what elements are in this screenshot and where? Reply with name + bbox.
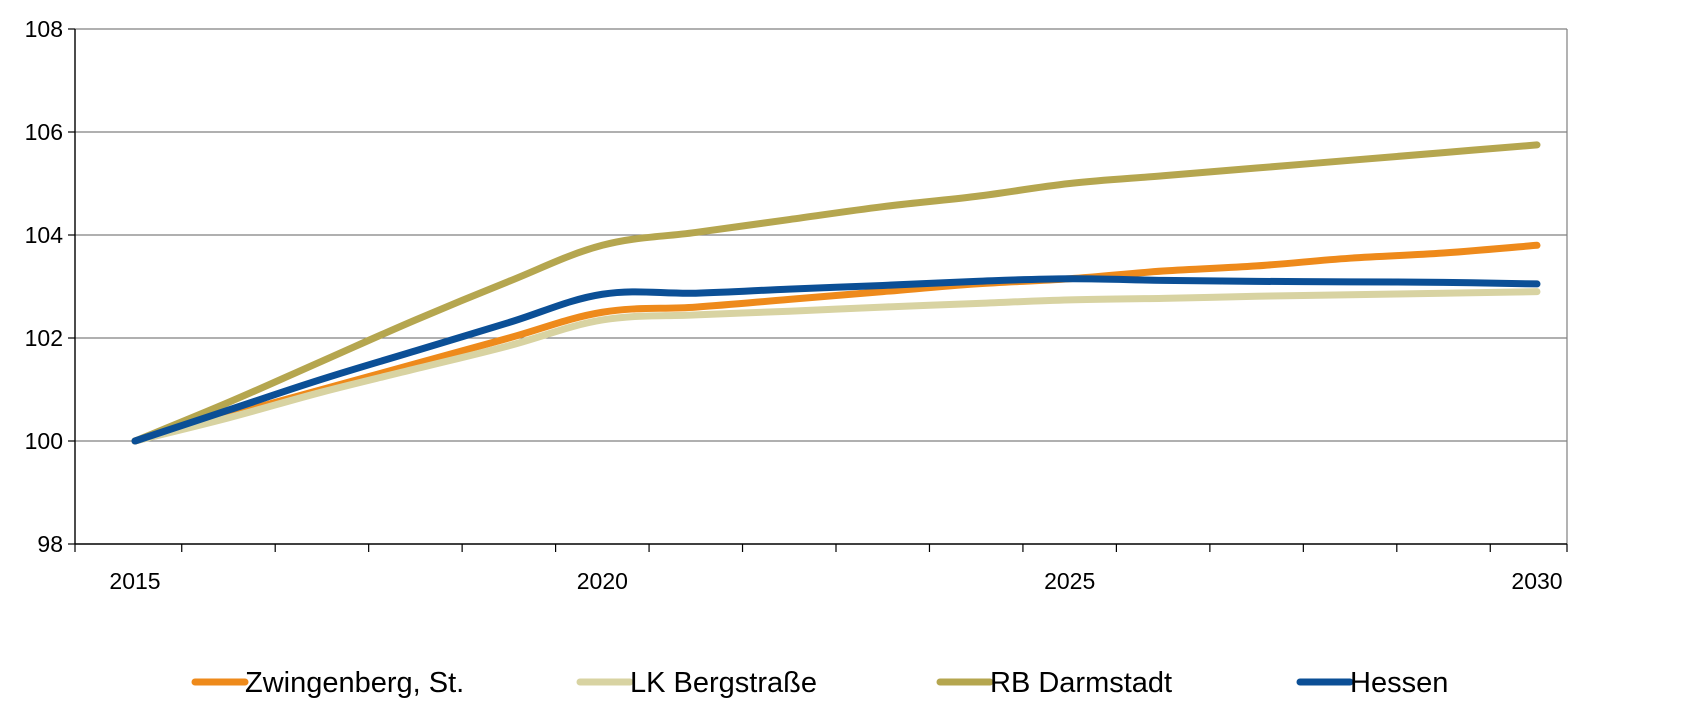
legend-label: Hessen [1350, 667, 1448, 699]
y-tick-label: 106 [25, 119, 63, 145]
y-tick-label: 102 [25, 325, 63, 351]
series-line-0 [131, 241, 1541, 445]
x-tick-label: 2015 [109, 568, 160, 594]
series-line-2 [131, 141, 1541, 445]
gridlines [75, 28, 1568, 544]
y-tick-label: 108 [25, 16, 63, 42]
legend-item: Zwingenberg, St. [191, 667, 464, 699]
series-line-3 [131, 275, 1541, 445]
y-tick-label: 104 [25, 222, 64, 248]
legend-item: Hessen [1296, 667, 1448, 699]
y-tick-label: 98 [37, 531, 63, 557]
legend: Zwingenberg, St. LK Bergstraße RB Darmstad… [191, 667, 1448, 699]
legend-item: LK Bergstraße [576, 667, 817, 699]
series-lines [131, 141, 1541, 445]
x-tick-label: 2020 [577, 568, 628, 594]
legend-label: RB Darmstadt [990, 667, 1172, 699]
x-tick-label: 2030 [1511, 568, 1562, 594]
series-line-1 [131, 288, 1541, 445]
axes: 98 100 102 104 106 108 2015 2020 2025 2030 [25, 16, 1568, 594]
legend-label: Zwingenberg, St. [245, 667, 464, 699]
x-tick-label: 2025 [1044, 568, 1095, 594]
legend-item: RB Darmstadt [936, 667, 1172, 699]
legend-label: LK Bergstraße [630, 667, 817, 699]
y-tick-label: 100 [25, 428, 63, 454]
